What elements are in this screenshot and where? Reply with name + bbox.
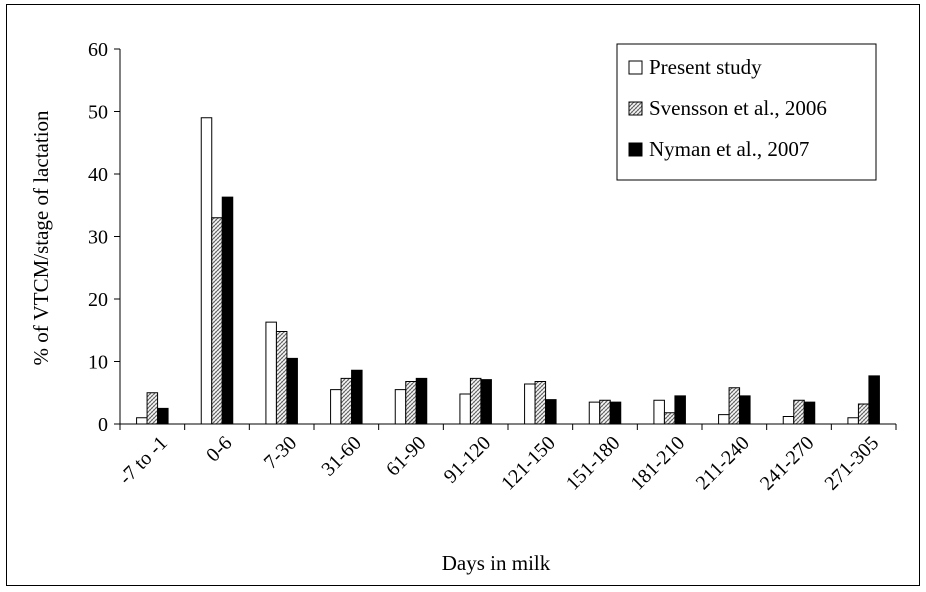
bar bbox=[459, 393, 471, 425]
bar bbox=[728, 387, 741, 425]
y-tick-label: 30 bbox=[88, 227, 108, 249]
bar bbox=[534, 381, 547, 425]
x-tick-label: -7 to -1 bbox=[115, 432, 172, 489]
bar bbox=[286, 357, 298, 425]
bar bbox=[265, 321, 277, 425]
bar bbox=[221, 196, 234, 425]
bar bbox=[847, 417, 859, 425]
bar bbox=[663, 412, 676, 425]
x-tick-label: 181-210 bbox=[627, 432, 690, 495]
bar bbox=[340, 377, 353, 425]
legend-box bbox=[616, 43, 877, 181]
bar bbox=[599, 399, 611, 425]
y-tick-label: 20 bbox=[88, 289, 108, 311]
bar bbox=[857, 403, 870, 425]
series-1 bbox=[146, 217, 870, 425]
bar bbox=[351, 369, 363, 425]
bar bbox=[394, 389, 407, 425]
legend-swatch bbox=[628, 142, 643, 157]
bar bbox=[782, 416, 795, 425]
bar bbox=[868, 375, 880, 425]
bar bbox=[674, 395, 686, 425]
legend-swatch bbox=[628, 101, 643, 116]
legend-swatch bbox=[628, 60, 643, 75]
x-tick-label: 241-270 bbox=[756, 432, 819, 495]
y-axis-title: % of VTCM/stage of lactation bbox=[29, 110, 53, 366]
bar bbox=[136, 417, 148, 425]
series-2 bbox=[157, 196, 880, 425]
bar bbox=[588, 401, 601, 425]
bar bbox=[275, 331, 288, 425]
bar bbox=[524, 383, 536, 425]
bar bbox=[803, 401, 816, 425]
bar bbox=[739, 395, 751, 425]
bar bbox=[146, 392, 159, 425]
bar bbox=[405, 381, 417, 425]
bar bbox=[609, 401, 622, 425]
x-tick-label: 91-120 bbox=[440, 432, 496, 488]
x-tick-label: 31-60 bbox=[317, 432, 366, 481]
x-axis-title: Days in milk bbox=[442, 551, 551, 575]
bar bbox=[545, 399, 557, 425]
y-tick-label: 10 bbox=[88, 352, 108, 374]
legend-label: Nyman et al., 2007 bbox=[649, 137, 809, 161]
y-tick-label: 0 bbox=[98, 414, 108, 436]
x-tick-label: 0-6 bbox=[202, 432, 236, 466]
y-tick-label: 50 bbox=[88, 102, 108, 124]
bar bbox=[211, 217, 223, 425]
x-tick-label: 121-150 bbox=[497, 432, 560, 495]
x-tick-label: 151-180 bbox=[562, 432, 625, 495]
bar bbox=[200, 117, 213, 425]
bar bbox=[718, 414, 730, 425]
bar bbox=[469, 377, 482, 425]
bar bbox=[480, 379, 492, 425]
y-tick-label: 40 bbox=[88, 164, 108, 186]
bar bbox=[157, 407, 169, 425]
x-tick-label: 7-30 bbox=[260, 432, 301, 473]
y-tick-label: 60 bbox=[88, 39, 108, 61]
legend: Present study Svensson et al., 2006 Nyman … bbox=[616, 43, 877, 181]
x-tick-label: 211-240 bbox=[692, 432, 754, 494]
x-tick-label: 271-305 bbox=[821, 432, 884, 495]
bar bbox=[653, 399, 665, 425]
legend-label: Present study bbox=[649, 55, 762, 79]
legend-label: Svensson et al., 2006 bbox=[649, 96, 827, 120]
bar bbox=[415, 377, 428, 425]
bar bbox=[330, 389, 342, 425]
x-tick-label: 61-90 bbox=[382, 432, 431, 481]
bar bbox=[793, 399, 805, 425]
